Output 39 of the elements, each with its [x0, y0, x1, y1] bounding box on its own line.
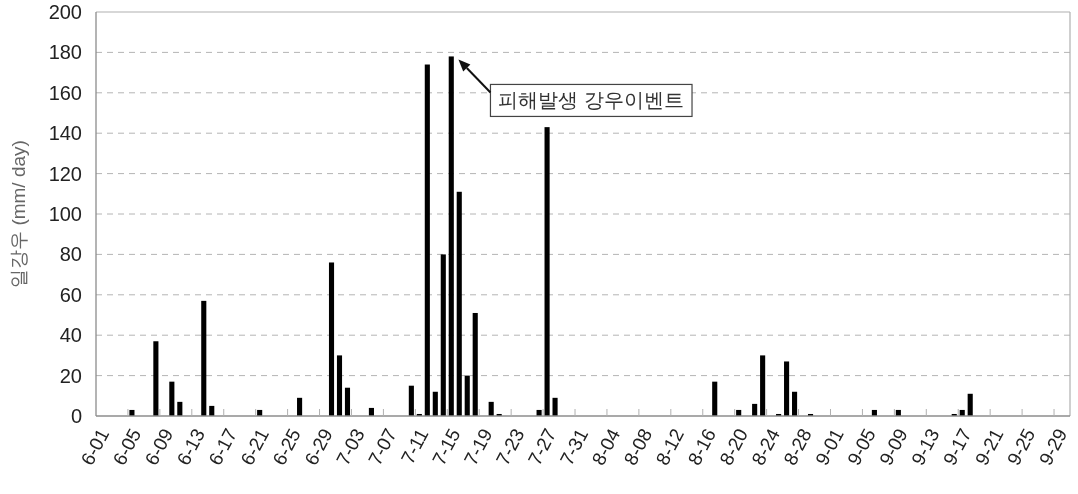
annotation: 피해발생 강우이벤트: [498, 89, 685, 112]
bar: [440, 254, 446, 416]
bar: [472, 312, 478, 416]
bar: [432, 391, 438, 416]
y-axis-title: 일강우 (mm/ day): [7, 140, 29, 288]
bar: [967, 393, 973, 416]
bar: [760, 355, 766, 416]
bar: [169, 381, 175, 416]
bar: [464, 375, 470, 416]
y-tick-label: 140: [48, 122, 82, 145]
x-tick-label: 9-29: [1034, 425, 1072, 469]
annotation: 피해발생 강우이벤트: [489, 83, 693, 118]
bar: [201, 300, 207, 416]
y-tick-label: 180: [48, 41, 82, 64]
bar: [177, 401, 183, 416]
bar: [424, 64, 430, 416]
bar: [153, 341, 159, 416]
y-tick-label: 120: [48, 162, 82, 185]
bar: [784, 361, 790, 416]
y-tick-label: 80: [59, 243, 82, 266]
bar: [344, 387, 351, 416]
y-tick-label: 200: [48, 1, 82, 23]
bar: [336, 355, 343, 416]
bar: [448, 56, 454, 416]
y-tick-label: 60: [59, 283, 82, 306]
bar: [408, 385, 414, 416]
bar: [792, 391, 798, 416]
bar: [488, 401, 494, 416]
bar: [544, 127, 550, 416]
bar: [297, 397, 303, 416]
y-tick-label: 40: [59, 324, 82, 347]
bar: [456, 191, 462, 416]
bar: [552, 397, 558, 416]
y-tick-label: 160: [48, 81, 82, 104]
y-tick-label: 0: [70, 405, 82, 427]
bar: [328, 262, 335, 416]
y-tick-label: 20: [59, 364, 82, 387]
bar: [712, 381, 718, 416]
y-tick-label: 100: [48, 203, 82, 225]
